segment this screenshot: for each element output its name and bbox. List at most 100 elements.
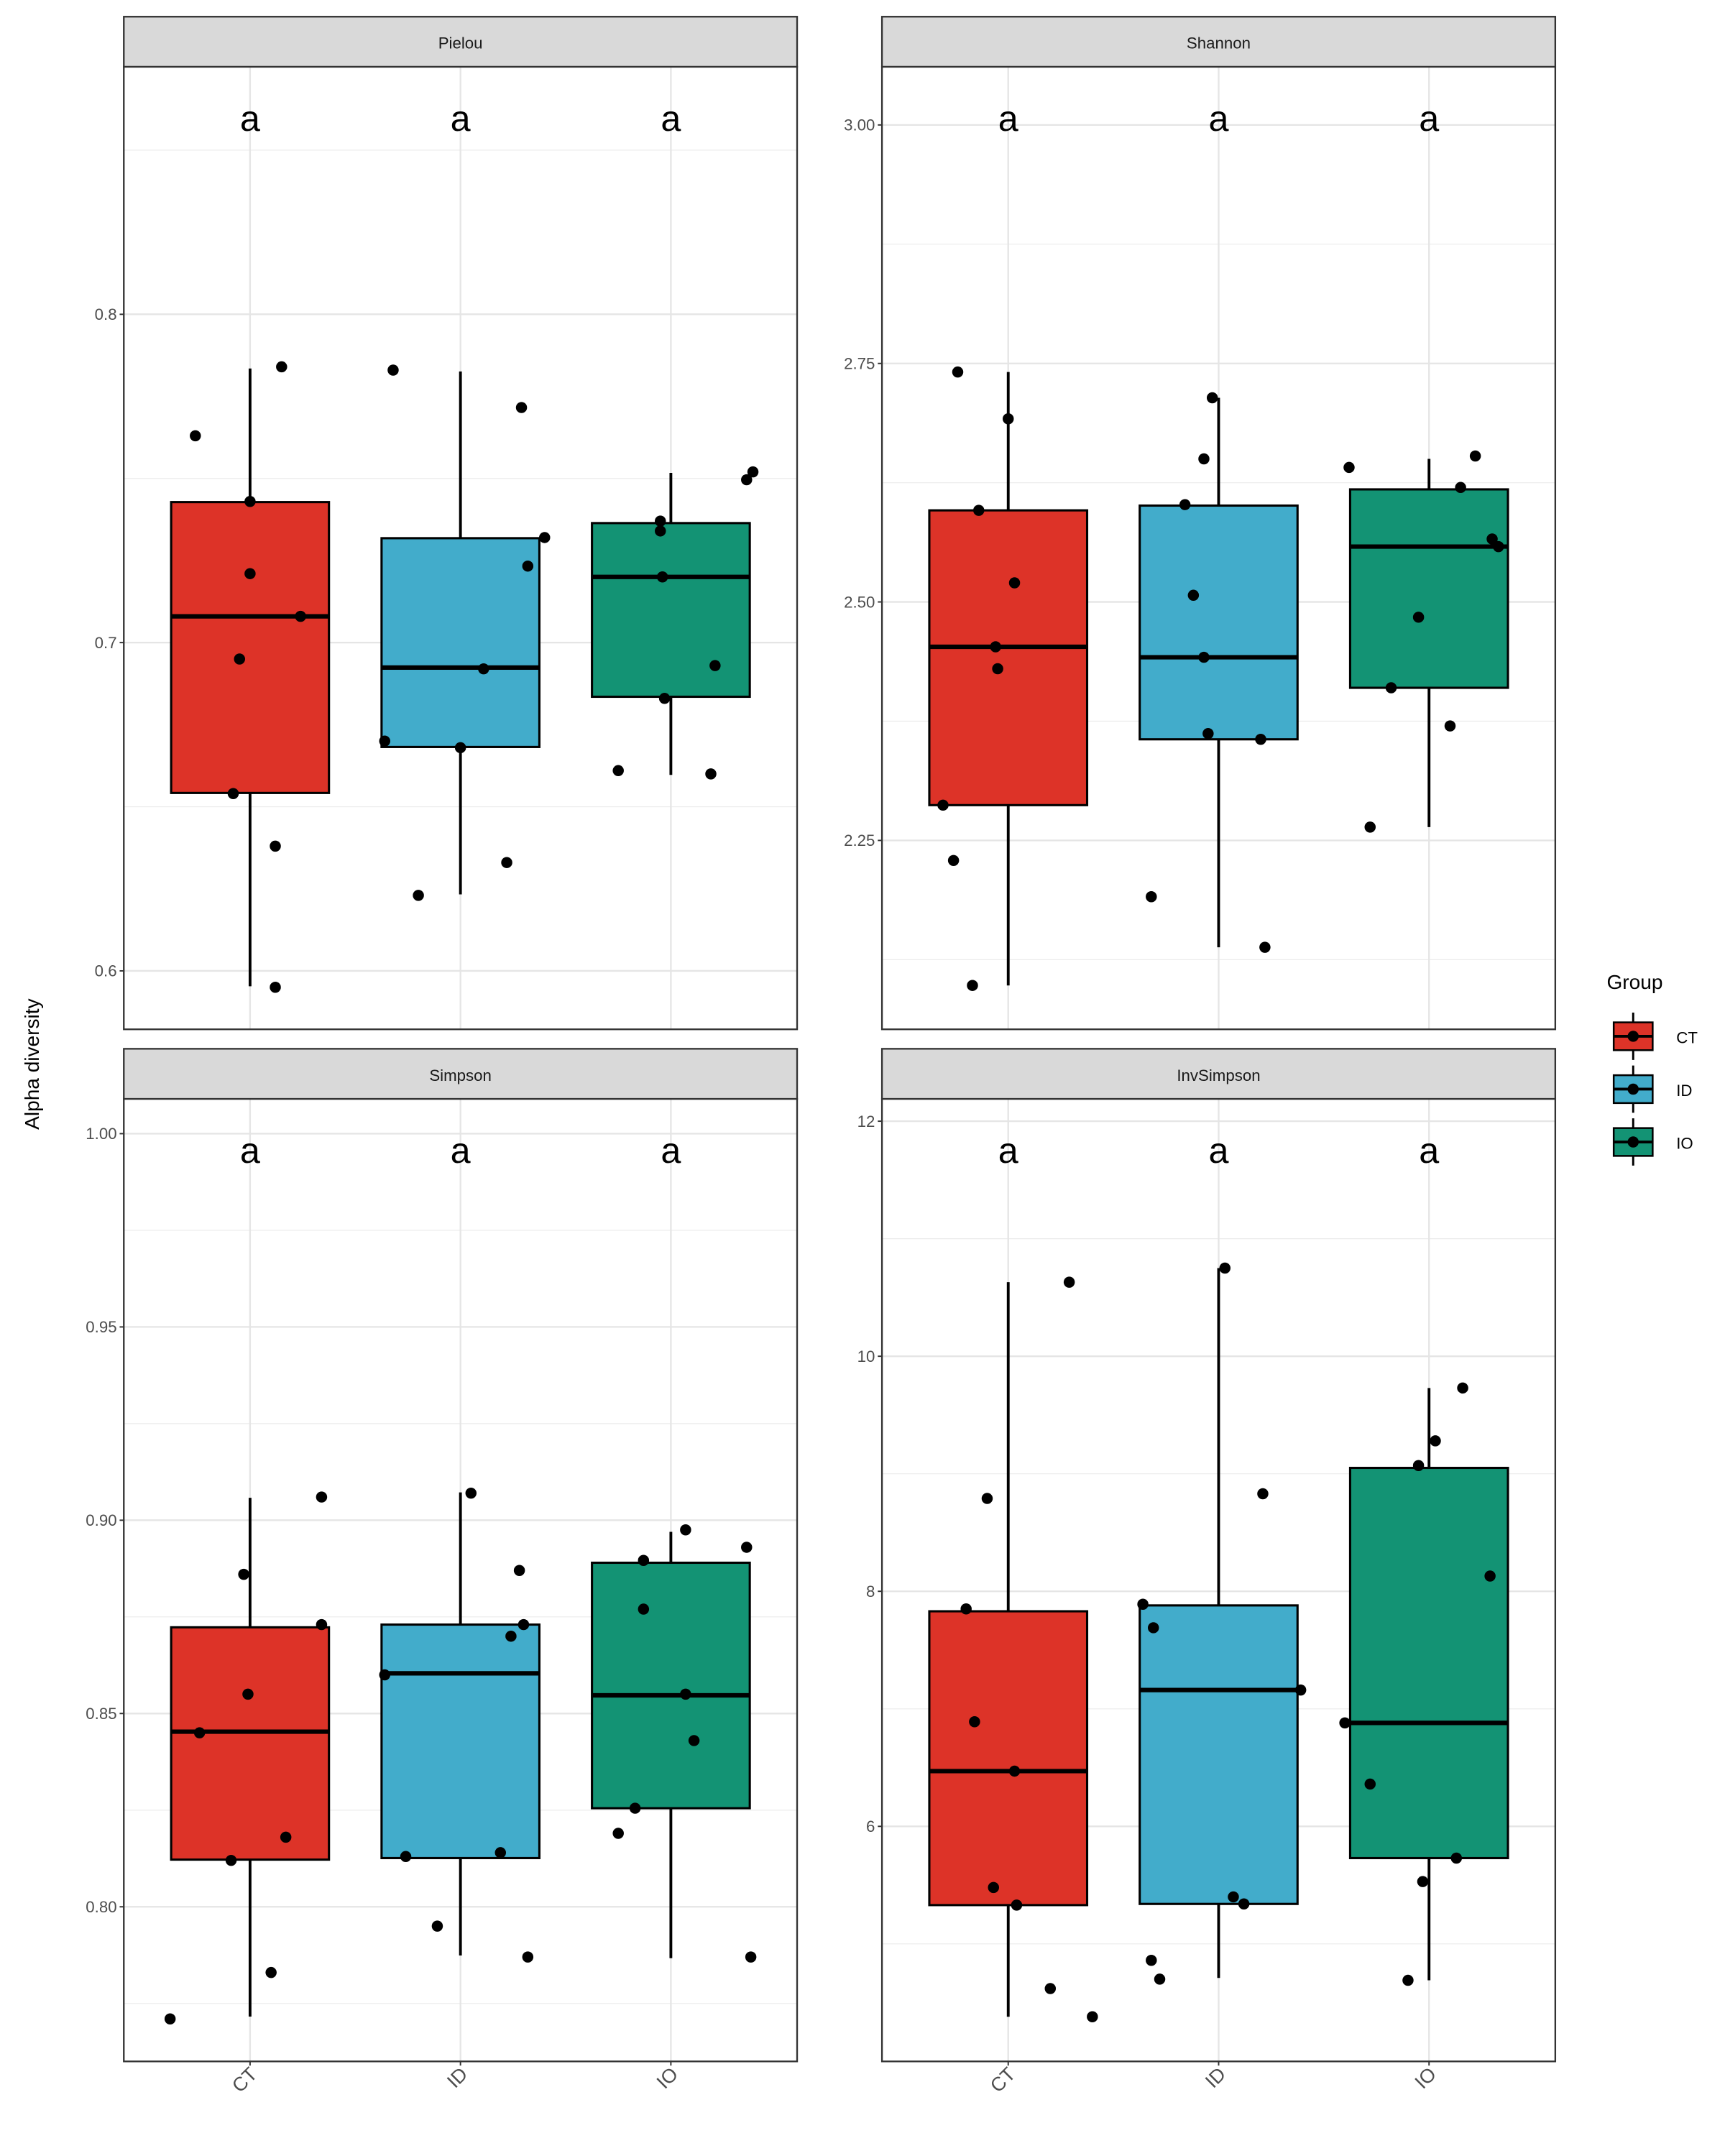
data-point <box>1146 891 1157 903</box>
data-point <box>478 663 489 675</box>
data-point <box>522 1951 534 1963</box>
data-point <box>190 430 201 442</box>
data-point <box>379 735 390 747</box>
data-point <box>937 799 949 811</box>
data-point <box>193 1727 206 1738</box>
data-point <box>1339 1717 1351 1729</box>
data-point <box>505 1630 517 1642</box>
data-point <box>1455 482 1466 494</box>
y-tick-label: 0.8 <box>95 305 117 323</box>
box-id: a <box>379 1130 540 1963</box>
data-point <box>1198 651 1210 663</box>
data-point <box>1179 499 1191 510</box>
y-tick-label: 2.25 <box>844 831 875 849</box>
data-point <box>1219 1262 1231 1274</box>
data-point <box>629 1802 641 1814</box>
data-point <box>1137 1598 1149 1610</box>
data-point <box>513 1565 525 1577</box>
facet-strip <box>880 16 1557 68</box>
data-point <box>1484 1570 1496 1582</box>
y-tick-label: 2.75 <box>844 354 875 372</box>
data-point <box>164 2013 176 2024</box>
data-point <box>638 1554 650 1567</box>
data-point <box>1469 450 1481 462</box>
box-ct: a <box>164 1130 331 2024</box>
data-point <box>1008 577 1021 589</box>
data-point <box>400 1851 412 1863</box>
data-point <box>988 1881 999 1894</box>
data-point <box>244 568 256 579</box>
legend-label: IO <box>1676 1135 1693 1153</box>
data-point <box>655 525 666 537</box>
data-point <box>1255 733 1266 745</box>
facet-strip-label: Simpson <box>429 1067 492 1084</box>
facet-strip <box>880 1048 1557 1100</box>
data-point <box>1187 589 1200 602</box>
data-point <box>270 840 281 852</box>
data-point <box>612 1828 624 1839</box>
iqr-box <box>170 1626 331 1861</box>
data-point <box>518 1618 530 1631</box>
box-io: a <box>591 1130 757 1963</box>
data-point <box>969 1716 980 1728</box>
data-point <box>234 653 246 665</box>
y-tick-label: 12 <box>857 1112 875 1130</box>
data-point <box>638 1603 650 1615</box>
significance-letter: a <box>1419 1130 1439 1171</box>
data-point <box>655 515 666 527</box>
y-tick-label: 6 <box>866 1818 875 1835</box>
facet-strip-label: Pielou <box>438 34 483 52</box>
data-point <box>658 693 671 704</box>
data-point <box>270 982 281 993</box>
data-point <box>1444 720 1456 732</box>
data-point <box>1493 540 1504 553</box>
significance-letter: a <box>1419 98 1439 139</box>
data-point <box>960 1603 972 1615</box>
data-point <box>741 1542 753 1553</box>
significance-letter: a <box>1208 1130 1228 1171</box>
data-point <box>387 364 399 376</box>
data-point <box>295 610 306 622</box>
significance-letter: a <box>451 98 471 139</box>
iqr-box <box>1138 1604 1299 1905</box>
data-point <box>316 1491 328 1503</box>
data-point <box>1063 1276 1075 1288</box>
data-point <box>1364 821 1376 833</box>
y-tick-label: 0.6 <box>95 962 117 980</box>
data-point <box>379 1669 390 1681</box>
significance-letter: a <box>1208 98 1228 139</box>
data-point <box>656 571 668 583</box>
y-tick-label: 2.50 <box>844 593 875 611</box>
iqr-box <box>170 501 331 794</box>
box-io: a <box>1339 1130 1509 1986</box>
iqr-box <box>1138 504 1299 741</box>
facet-strip-label: InvSimpson <box>1177 1067 1260 1084</box>
facet-panels: 0.6 0.7 0.8 a a a Pielou 2.25 2.50 2.75 3.00 a a a Sha… <box>86 16 1557 2097</box>
data-point <box>431 1920 443 1932</box>
data-point <box>1385 682 1397 694</box>
data-point <box>612 765 624 777</box>
legend-item-io: IO <box>1612 1118 1693 1166</box>
y-tick-label: 0.80 <box>86 1898 116 1916</box>
iqr-box <box>1348 488 1509 689</box>
box-id: a <box>1137 1130 1307 1985</box>
y-tick-label: 3.00 <box>844 116 875 134</box>
facet-strip <box>123 1048 799 1100</box>
legend-item-id: ID <box>1612 1065 1693 1113</box>
data-point <box>539 532 551 543</box>
data-point <box>1486 533 1498 545</box>
significance-letter: a <box>998 1130 1018 1171</box>
significance-letter: a <box>661 1130 681 1171</box>
iqr-box <box>591 1561 751 1810</box>
data-point <box>680 1688 691 1700</box>
data-point <box>680 1524 691 1536</box>
y-tick-label: 0.95 <box>86 1318 116 1336</box>
data-point <box>1402 1974 1414 1986</box>
y-tick-label: 10 <box>857 1348 875 1365</box>
legend-label: ID <box>1676 1082 1692 1100</box>
y-tick-label: 0.7 <box>95 634 117 652</box>
box-id: a <box>1138 98 1299 953</box>
data-point <box>1202 728 1214 740</box>
